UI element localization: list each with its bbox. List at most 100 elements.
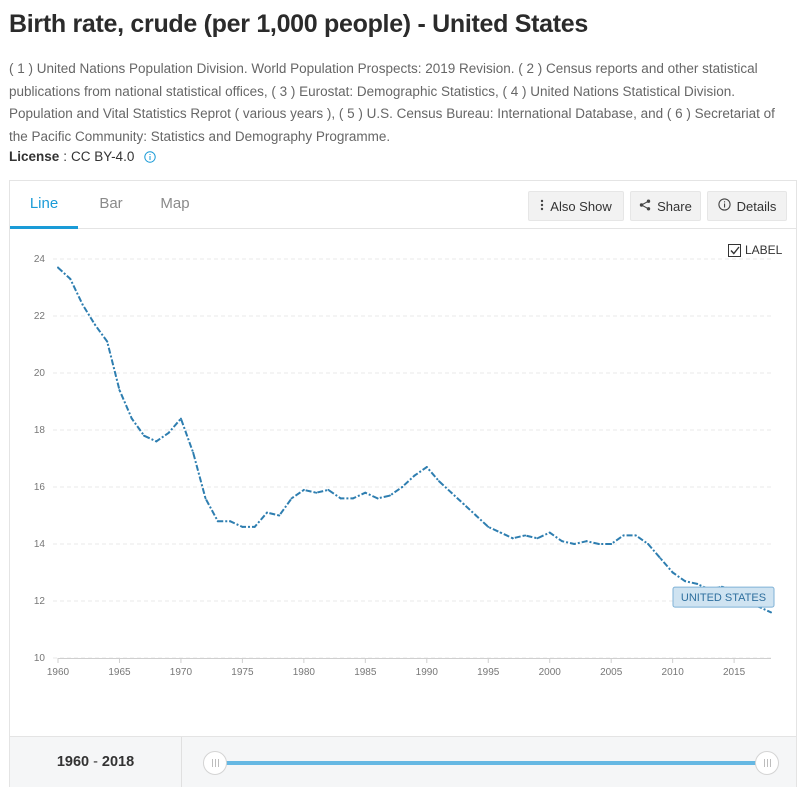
data-point (352, 497, 355, 500)
x-tick-label: 2005 (600, 667, 623, 678)
data-point (118, 389, 121, 392)
data-point (634, 534, 637, 537)
y-tick-label: 14 (34, 539, 46, 550)
x-tick-label: 1965 (108, 667, 131, 678)
data-point (155, 440, 158, 443)
data-point (696, 582, 699, 585)
y-tick-label: 24 (34, 254, 46, 265)
data-point (69, 277, 72, 280)
data-point (573, 543, 576, 545)
data-point (290, 497, 293, 500)
data-point (610, 543, 613, 545)
page-title: Birth rate, crude (per 1,000 people) - U… (9, 10, 588, 38)
data-point (561, 540, 564, 543)
y-tick-label: 22 (34, 311, 46, 322)
data-point (143, 434, 146, 437)
more-vertical-icon (540, 199, 544, 214)
x-tick-label: 1980 (293, 667, 316, 678)
grip-icon (211, 759, 219, 767)
data-point (462, 503, 465, 506)
data-point (585, 540, 588, 543)
license-label: License (9, 149, 60, 164)
data-point (265, 511, 268, 514)
data-point (511, 537, 514, 540)
data-point (622, 534, 625, 537)
range-footer: 1960-2018 (10, 736, 796, 787)
source-citation: ( 1 ) United Nations Population Division… (9, 61, 775, 144)
y-tick-label: 20 (34, 368, 46, 379)
data-point (278, 514, 281, 517)
data-point (524, 534, 527, 537)
x-tick-label: 1975 (231, 667, 254, 678)
y-tick-label: 18 (34, 425, 46, 436)
info-icon[interactable] (144, 150, 157, 163)
data-point (536, 537, 539, 540)
y-tick-label: 10 (34, 653, 46, 664)
x-tick-label: 2000 (539, 667, 562, 678)
data-point (548, 531, 551, 534)
chart-card: Line Bar Map Also Show Share Details LAB… (9, 180, 797, 787)
data-point (130, 417, 133, 420)
data-point (499, 531, 502, 534)
series-label-box (672, 586, 775, 608)
tab-bar[interactable]: Bar (99, 195, 123, 212)
year-range: 1960-2018 (10, 737, 182, 787)
data-point (241, 525, 244, 528)
data-point (179, 417, 182, 420)
data-point (106, 340, 109, 343)
data-point (327, 488, 330, 491)
label-toggle[interactable]: LABEL (728, 243, 782, 257)
chart-tabbar: Line Bar Map Also Show Share Details (10, 181, 796, 229)
y-tick-label: 16 (34, 482, 46, 493)
range-slider-start-handle[interactable] (203, 751, 227, 775)
details-label: Details (736, 198, 777, 214)
also-show-label: Also Show (550, 198, 612, 214)
share-button[interactable]: Share (630, 191, 701, 221)
range-slider-track[interactable] (215, 761, 767, 765)
data-point (167, 431, 170, 434)
x-tick-label: 1995 (477, 667, 500, 678)
data-point (315, 491, 318, 494)
data-point (474, 514, 477, 517)
data-point (216, 520, 219, 523)
data-point (659, 557, 662, 560)
x-tick-label: 1985 (354, 667, 377, 678)
label-checkbox[interactable] (728, 243, 741, 257)
tab-map[interactable]: Map (160, 195, 190, 212)
data-point (253, 525, 256, 528)
details-button[interactable]: Details (707, 191, 787, 221)
range-slider-end-handle[interactable] (755, 751, 779, 775)
x-tick-label: 1960 (47, 667, 70, 678)
tab-line[interactable]: Line (10, 181, 78, 229)
data-point (81, 303, 84, 306)
x-tick-label: 1990 (416, 667, 439, 678)
x-tick-label: 1970 (170, 667, 193, 678)
license-row: License : CC BY-4.0 (9, 149, 157, 164)
data-point (93, 323, 96, 326)
x-tick-label: 2015 (723, 667, 746, 678)
data-point (683, 580, 686, 583)
data-point (192, 451, 195, 454)
label-toggle-text: LABEL (745, 243, 783, 257)
series-line (57, 266, 772, 614)
data-point (413, 474, 416, 477)
x-tick-label: 2010 (662, 667, 685, 678)
share-icon (639, 199, 651, 214)
data-point (302, 488, 305, 491)
data-point (487, 525, 490, 528)
data-point (57, 266, 59, 269)
data-point (339, 497, 342, 500)
range-end: 2018 (101, 754, 135, 770)
range-separator: - (93, 754, 98, 770)
y-tick-label: 12 (34, 596, 46, 607)
data-point (597, 543, 600, 545)
data-point (450, 491, 453, 494)
data-point (401, 486, 404, 488)
data-point (229, 520, 232, 523)
info-icon (717, 198, 731, 214)
series-label: UNITED STATES (681, 592, 766, 604)
share-label: Share (657, 198, 692, 214)
also-show-button[interactable]: Also Show (528, 191, 624, 221)
data-point (425, 466, 428, 469)
license-value: CC BY-4.0 (71, 149, 135, 164)
